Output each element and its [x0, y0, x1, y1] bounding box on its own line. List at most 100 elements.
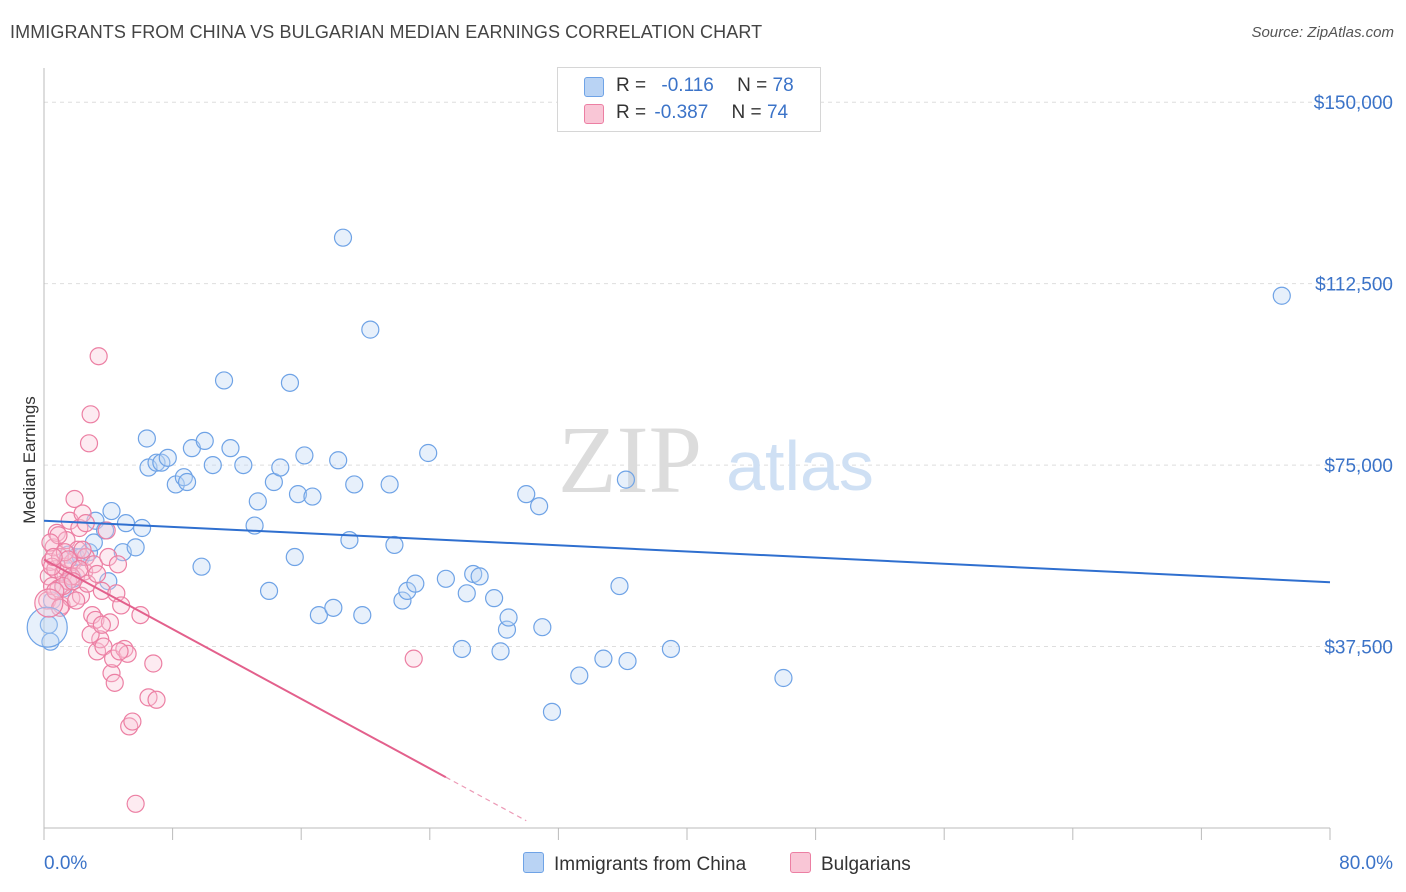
point-china	[499, 608, 518, 627]
y-tick-label: $75,000	[1324, 456, 1393, 477]
source-label: Source: ZipAtlas.com	[1251, 24, 1394, 41]
point-china	[610, 576, 629, 596]
point-china	[661, 639, 681, 659]
point-bulgarians	[79, 434, 99, 453]
watermark-zip: ZIP	[558, 406, 702, 513]
point-china	[221, 439, 240, 458]
y-tick-label: $37,500	[1324, 638, 1393, 659]
point-bulgarians	[108, 555, 128, 574]
point-china	[280, 373, 300, 392]
x-tick-label-min: 0.0%	[44, 853, 87, 874]
point-bulgarians	[81, 405, 100, 424]
point-china	[618, 651, 637, 671]
point-bulgarians	[147, 690, 166, 709]
point-china	[116, 514, 136, 533]
legend-n-value-china: 78	[772, 75, 794, 96]
point-bulgarians	[87, 564, 107, 584]
point-china	[102, 501, 121, 521]
point-bulgarians-cluster	[34, 588, 64, 618]
x-tick-label-max: 80.0%	[1339, 853, 1393, 874]
point-bulgarians	[115, 639, 134, 659]
point-china	[309, 605, 328, 625]
point-china	[774, 668, 793, 688]
point-china-cluster	[26, 606, 68, 648]
stats-legend: R = -0.116 N = 78 R = -0.387 N = 74	[557, 67, 821, 132]
point-china	[203, 455, 222, 475]
point-china	[385, 535, 404, 555]
trendline-bulgarians	[43, 558, 447, 779]
point-china	[214, 371, 234, 390]
point-bulgarians	[65, 489, 84, 509]
point-bulgarians	[67, 591, 86, 610]
point-china	[195, 431, 214, 451]
legend-n-value-bulgarians: 74	[766, 102, 789, 123]
point-bulgarians	[89, 347, 108, 366]
point-china	[530, 497, 549, 516]
legend-swatch-bulgarians	[584, 104, 604, 124]
point-china	[380, 475, 399, 494]
point-bulgarians	[105, 673, 124, 692]
bottom-legend-swatch-bulgarians	[790, 852, 811, 873]
legend-r-label: R =	[616, 75, 647, 96]
legend-r-label: R =	[616, 102, 647, 123]
point-china	[234, 455, 253, 475]
point-china	[393, 591, 412, 610]
bottom-legend-bulgarians: Bulgarians	[790, 852, 911, 876]
point-china	[248, 492, 267, 511]
bottom-legend-swatch-china	[523, 852, 544, 873]
chart-title: IMMIGRANTS FROM CHINA VS BULGARIAN MEDIA…	[10, 22, 763, 42]
point-china	[436, 569, 455, 588]
point-china	[485, 589, 504, 608]
point-bulgarians	[123, 712, 142, 731]
point-china	[570, 666, 589, 685]
point-bulgarians	[73, 540, 92, 559]
point-china	[137, 429, 156, 448]
point-china	[406, 574, 425, 593]
point-china	[126, 538, 145, 557]
point-china	[324, 598, 343, 617]
point-bulgarians	[83, 605, 102, 625]
point-china	[132, 518, 152, 538]
point-bulgarians	[126, 794, 145, 813]
point-china	[333, 228, 353, 247]
legend-r-value-bulgarians: -0.387	[654, 102, 709, 123]
point-china	[353, 605, 372, 625]
point-bulgarians	[120, 717, 139, 736]
point-bulgarians	[97, 521, 116, 540]
point-china	[303, 487, 322, 506]
point-china	[84, 533, 103, 552]
bottom-legend-label-bulgarians: Bulgarians	[821, 854, 911, 875]
point-china	[271, 458, 290, 477]
point-china	[295, 446, 314, 465]
point-bulgarians	[41, 533, 60, 552]
point-china	[345, 475, 364, 494]
point-china	[452, 639, 472, 659]
point-china	[517, 485, 536, 504]
legend-n-label: N =	[731, 102, 762, 123]
y-axis-title: Median Earnings	[20, 396, 39, 524]
point-china	[594, 649, 613, 668]
point-china	[192, 557, 211, 576]
point-china	[533, 618, 552, 637]
point-china	[470, 567, 489, 586]
point-china	[158, 448, 177, 467]
legend-r-value-china: -0.116	[661, 75, 714, 96]
watermark-atlas: atlas	[726, 427, 874, 505]
point-bulgarians	[110, 642, 129, 661]
point-china	[329, 451, 348, 470]
point-china	[361, 320, 380, 339]
legend-swatch-china	[584, 77, 604, 97]
point-bulgarians	[102, 664, 121, 683]
point-china	[542, 702, 562, 721]
trendline-china	[43, 519, 1331, 584]
y-tick-label: $112,500	[1315, 275, 1393, 296]
point-china	[457, 584, 476, 603]
y-tick-label: $150,000	[1314, 93, 1393, 114]
point-china	[288, 485, 308, 504]
point-china	[419, 443, 438, 463]
point-bulgarians	[131, 605, 150, 625]
point-china	[491, 642, 510, 661]
point-bulgarians	[99, 547, 118, 567]
point-china	[177, 472, 197, 492]
